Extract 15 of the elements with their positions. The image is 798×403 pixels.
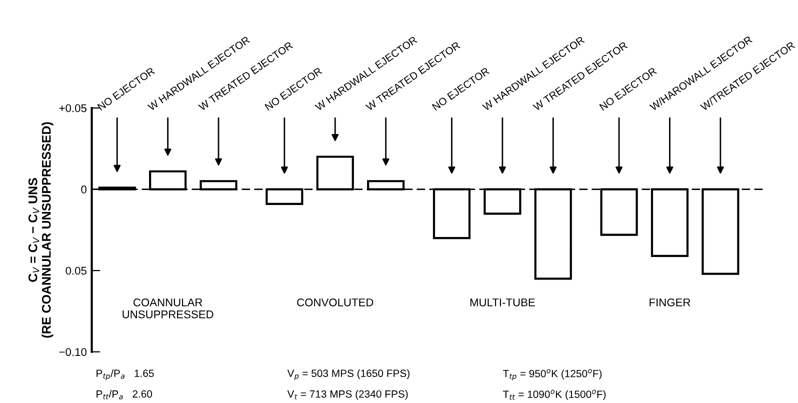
x-tick-label: FINGER <box>650 298 690 306</box>
x-tick-label: COANNULAR UNSUPPRESSED <box>122 298 214 318</box>
text: V$_{t}$ = 713 MPS (2340 FPS) <box>287 390 408 400</box>
y-axis-title: C$_{V}$ = C$_{V}$ − C$_{V}$ UNS (RE COANNULAR UNSUPPRESSED) <box>28 122 54 338</box>
text: P$_{tp}$/P$_{a}$ 1.65 <box>96 369 154 380</box>
text: T$_{tp}$ = 950$^{o}$K (1250$^{o}$F) <box>502 369 602 380</box>
y-tick-label: +0.05 <box>59 104 86 112</box>
text: P$_{tt}$/P$_{a}$ 2.60 <box>96 390 152 400</box>
text: T$_{tt}$ = 1090$^{o}$K (1500$^{o}$F) <box>502 390 606 400</box>
y-tick-label: 0 <box>81 186 86 194</box>
y-tick-label: 0.05 <box>66 266 86 275</box>
x-tick-label: CONVOLUTED <box>297 298 374 306</box>
x-tick-label: MULTI-TUBE <box>470 298 535 306</box>
y-tick-label: −0.10 <box>59 348 86 356</box>
text: V$_{p}$ = 503 MPS (1650 FPS) <box>287 369 410 380</box>
